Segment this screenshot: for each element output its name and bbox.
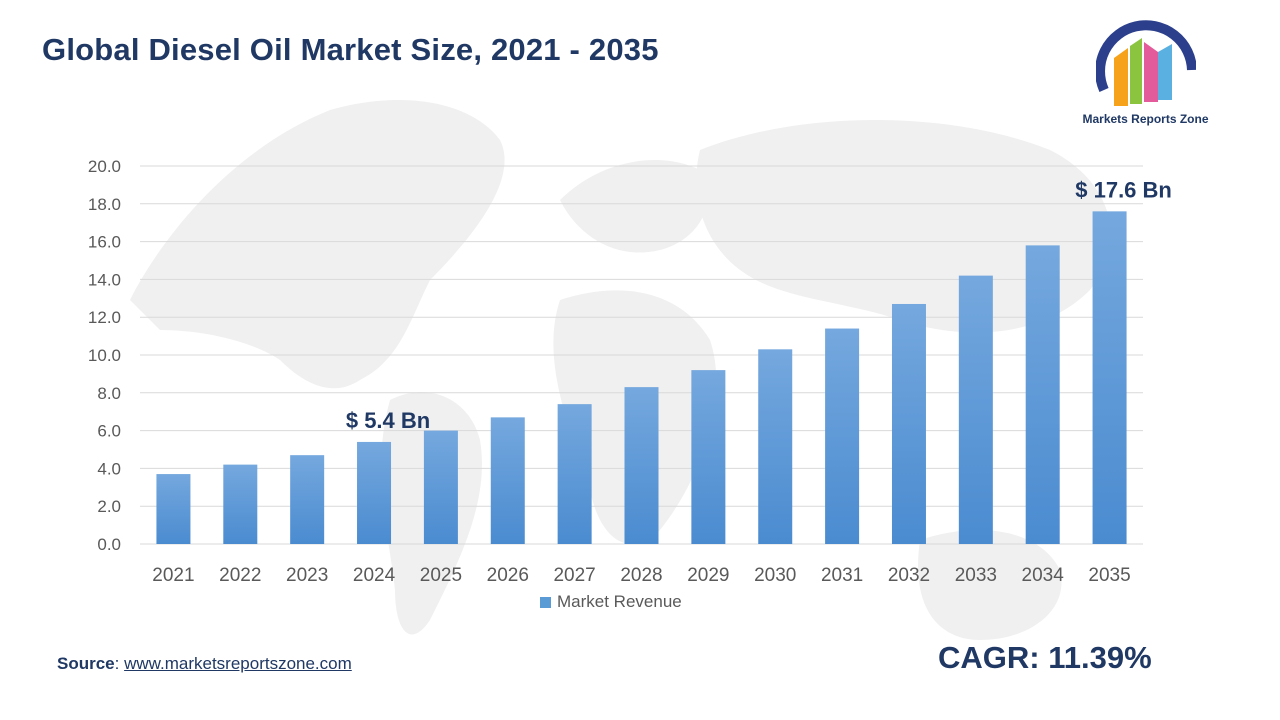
brand-logo: Markets Reports Zone bbox=[1068, 18, 1228, 133]
y-tick-label: 4.0 bbox=[97, 459, 121, 478]
logo-icon bbox=[1096, 20, 1196, 106]
x-tick-label: 2022 bbox=[219, 565, 261, 586]
bar-2022 bbox=[223, 464, 258, 544]
y-tick-label: 20.0 bbox=[88, 157, 121, 176]
bar-2034 bbox=[1025, 245, 1060, 544]
source-separator: : bbox=[114, 654, 125, 673]
x-tick-label: 2029 bbox=[687, 565, 729, 586]
bar-2035 bbox=[1092, 211, 1127, 545]
y-tick-label: 12.0 bbox=[88, 308, 121, 327]
x-axis-ticks: 2021 2022 2023 2024 2025 2026 2027 2028 2029 2030… bbox=[152, 565, 1130, 586]
x-tick-label: 2027 bbox=[553, 565, 595, 586]
bar-2031 bbox=[825, 328, 860, 544]
x-tick-label: 2026 bbox=[487, 565, 529, 586]
bar-2027 bbox=[557, 404, 592, 544]
source-link[interactable]: www.marketsreportszone.com bbox=[124, 654, 352, 673]
y-tick-label: 14.0 bbox=[88, 270, 121, 289]
source-line: Source: www.marketsreportszone.com bbox=[57, 654, 352, 674]
legend-swatch bbox=[540, 596, 551, 608]
y-tick-label: 6.0 bbox=[97, 422, 121, 441]
x-tick-label: 2031 bbox=[821, 565, 863, 586]
annotations: $ 5.4 Bn $ 17.6 Bn bbox=[346, 177, 1172, 433]
x-tick-label: 2032 bbox=[888, 565, 930, 586]
x-tick-label: 2034 bbox=[1022, 565, 1065, 586]
x-tick-label: 2021 bbox=[152, 565, 194, 586]
y-tick-label: 10.0 bbox=[88, 346, 121, 365]
bar-2032 bbox=[891, 303, 926, 544]
bar-2025 bbox=[423, 430, 458, 544]
bar-2021 bbox=[156, 474, 191, 544]
chart-title: Global Diesel Oil Market Size, 2021 - 20… bbox=[42, 32, 659, 67]
bar-chart: 0.02.04.06.08.010.012.014.016.018.020.0 … bbox=[88, 157, 1172, 586]
x-tick-label: 2033 bbox=[955, 565, 997, 586]
bars bbox=[156, 211, 1127, 545]
legend-label: Market Revenue bbox=[557, 592, 682, 611]
y-axis-ticks: 0.0 2.0 4.0 6.0 8.0 10.0 12.0 14.0 16.0 18.0 20.0 bbox=[88, 157, 121, 554]
y-tick-label: 8.0 bbox=[97, 384, 121, 403]
x-tick-label: 2023 bbox=[286, 565, 328, 586]
y-tick-label: 16.0 bbox=[88, 233, 121, 252]
y-tick-label: 0.0 bbox=[97, 535, 121, 554]
source-label: Source bbox=[57, 654, 115, 673]
data-label: $ 17.6 Bn bbox=[1075, 177, 1172, 202]
bar-2028 bbox=[624, 387, 659, 544]
y-tick-label: 18.0 bbox=[88, 195, 121, 214]
x-tick-label: 2028 bbox=[620, 565, 662, 586]
y-tick-label: 2.0 bbox=[97, 497, 121, 516]
data-label: $ 5.4 Bn bbox=[346, 408, 430, 433]
x-tick-label: 2024 bbox=[353, 565, 396, 586]
x-tick-label: 2035 bbox=[1088, 565, 1130, 586]
x-tick-label: 2025 bbox=[420, 565, 462, 586]
bar-2029 bbox=[691, 370, 726, 544]
x-tick-label: 2030 bbox=[754, 565, 796, 586]
legend: Market Revenue bbox=[540, 592, 682, 612]
bar-2023 bbox=[290, 455, 325, 544]
bar-2024 bbox=[357, 441, 392, 544]
bar-2026 bbox=[490, 417, 525, 544]
cagr-value: CAGR: 11.39% bbox=[938, 640, 1152, 675]
logo-text: Markets Reports Zone bbox=[1082, 112, 1209, 126]
bar-2033 bbox=[958, 275, 993, 544]
bar-2030 bbox=[758, 349, 793, 544]
